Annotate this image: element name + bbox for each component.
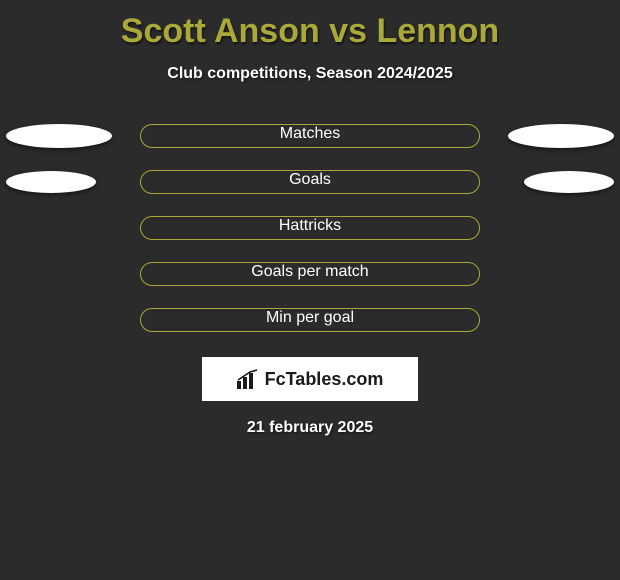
page-title: Scott Anson vs Lennon xyxy=(0,0,620,51)
stat-row: Goals per match xyxy=(0,251,620,297)
page: Scott Anson vs Lennon Club competitions,… xyxy=(0,0,620,580)
stat-row: Min per goal xyxy=(0,297,620,343)
stat-bar: Goals xyxy=(140,170,480,194)
player-left-marker xyxy=(6,171,96,193)
stat-bar: Goals per match xyxy=(140,262,480,286)
branding-text: FcTables.com xyxy=(265,369,384,390)
player-left-marker xyxy=(6,124,112,148)
date-label: 21 february 2025 xyxy=(0,419,620,437)
player-right-marker xyxy=(524,171,614,193)
stat-bar: Matches xyxy=(140,124,480,148)
subtitle: Club competitions, Season 2024/2025 xyxy=(0,65,620,83)
stat-row: Hattricks xyxy=(0,205,620,251)
branding-chart-icon xyxy=(237,369,259,389)
stat-row: Matches xyxy=(0,113,620,159)
branding-badge: FcTables.com xyxy=(202,357,418,401)
stat-bar: Hattricks xyxy=(140,216,480,240)
stat-row: Goals xyxy=(0,159,620,205)
player-right-marker xyxy=(508,124,614,148)
comparison-chart: Matches Goals Hattricks Goals per match Min … xyxy=(0,113,620,343)
stat-bar: Min per goal xyxy=(140,308,480,332)
